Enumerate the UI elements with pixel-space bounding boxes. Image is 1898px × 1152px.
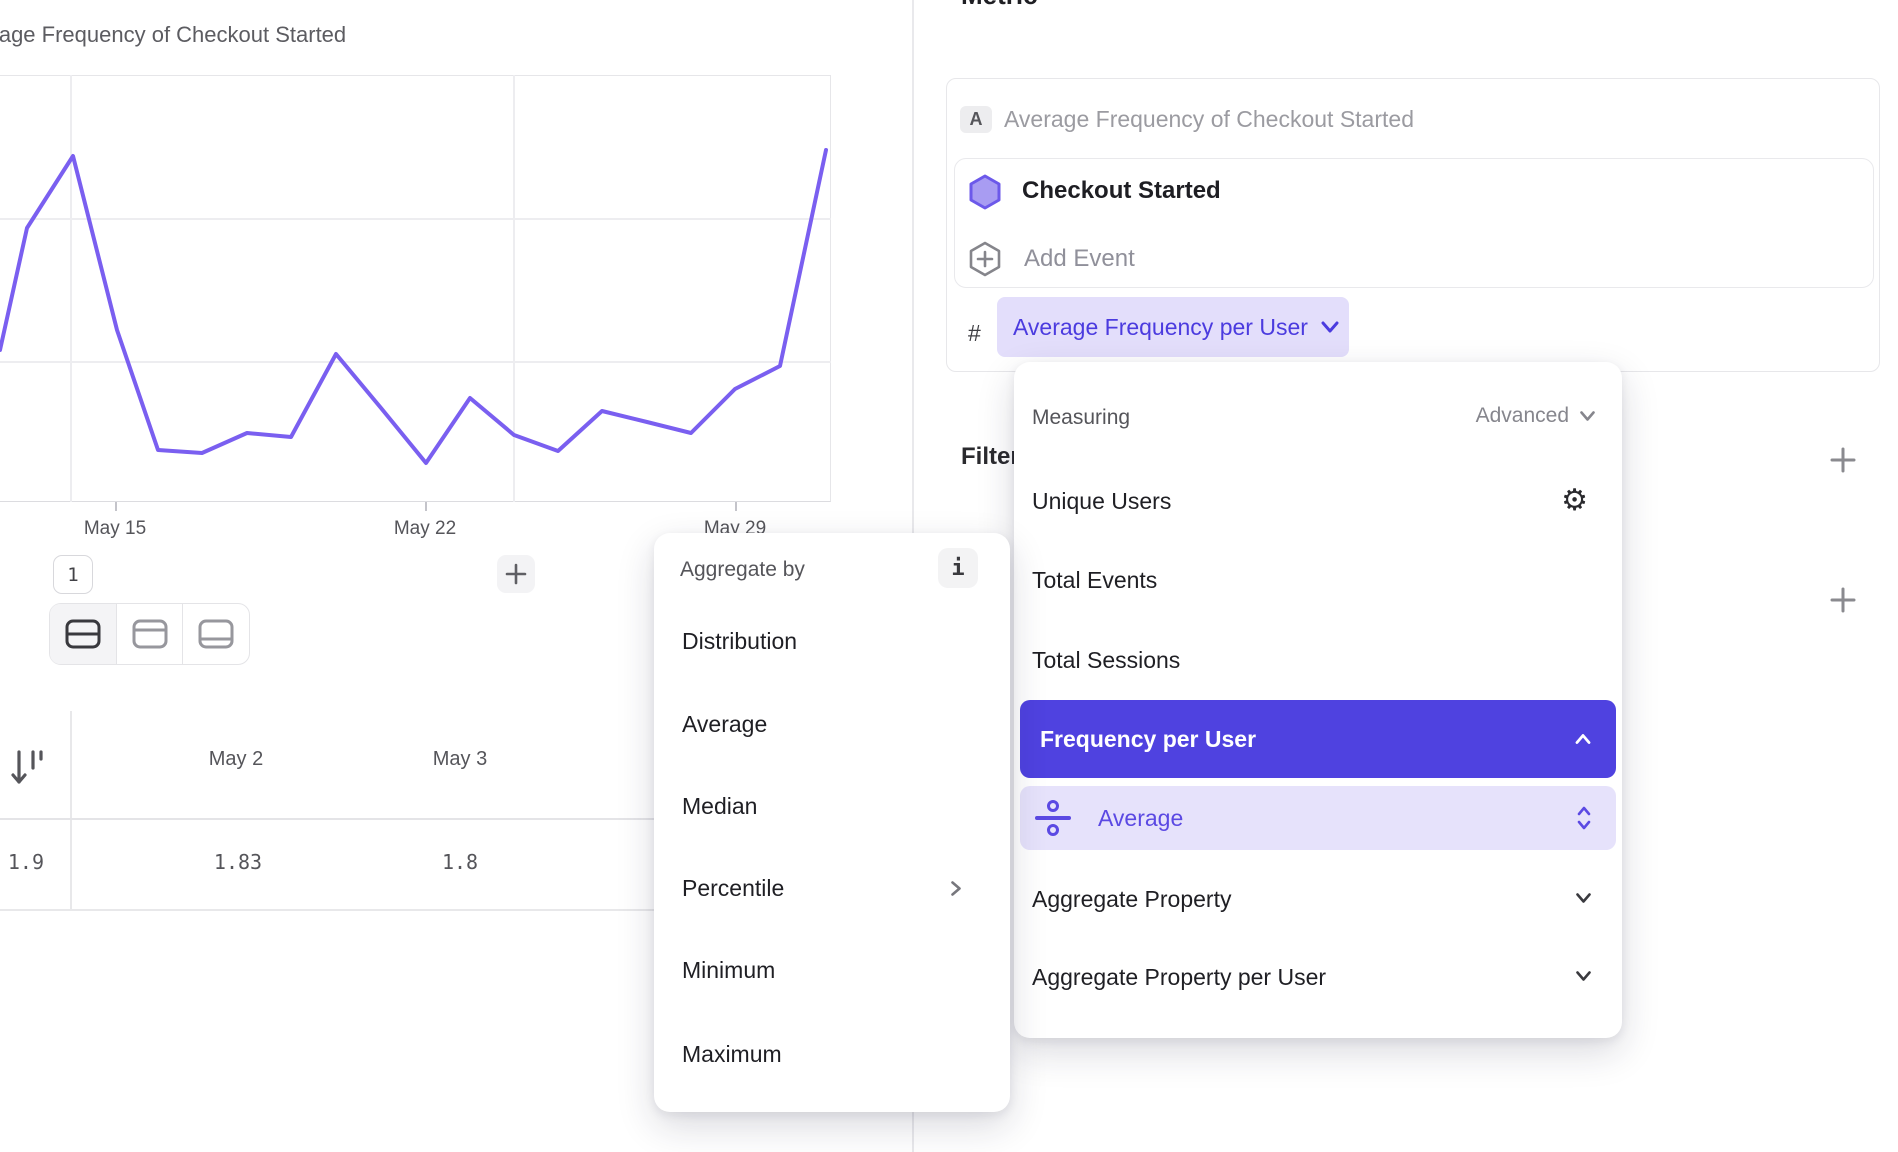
table-cell: 1.8	[441, 850, 479, 874]
add-annotation-button[interactable]	[497, 555, 535, 593]
table-header-border	[0, 818, 831, 820]
chart-title-clip: Average Frequency of Checkout Started	[0, 22, 600, 56]
v-gridline	[70, 75, 72, 502]
add-event-button[interactable]: Add Event	[1024, 245, 1135, 272]
table-cell-clipped: 1.9	[7, 850, 44, 874]
chart-only-icon	[132, 619, 167, 649]
metric-card-title[interactable]: Average Frequency of Checkout Started	[1004, 106, 1414, 132]
aggregation-pill[interactable]: Average Frequency per User	[997, 297, 1349, 357]
menu-item-median[interactable]: Median	[682, 793, 758, 819]
menu-item-aggregate-property-per-user[interactable]: Aggregate Property per User	[1032, 964, 1327, 990]
line-chart	[0, 148, 828, 465]
measuring-header: Measuring	[1032, 406, 1131, 429]
menu-item-total-events[interactable]: Total Events	[1032, 567, 1158, 593]
advanced-toggle[interactable]: Advanced	[1476, 404, 1596, 428]
layout-toggle-group	[49, 603, 250, 665]
chevron-down-icon[interactable]	[1575, 970, 1592, 982]
menu-item-total-sessions[interactable]: Total Sessions	[1032, 647, 1181, 673]
menu-item-average[interactable]: Average	[682, 711, 768, 737]
table-column-header[interactable]: May 3	[432, 748, 488, 770]
chart-title: Average Frequency of Checkout Started	[0, 22, 347, 47]
split-view-icon	[65, 619, 101, 649]
chevron-down-icon	[1580, 411, 1595, 421]
layout-split-view-button[interactable]	[50, 604, 116, 664]
table-divider	[70, 711, 72, 909]
selected-item-label: Frequency per User	[1040, 725, 1257, 752]
x-tick	[735, 502, 737, 511]
menu-item-unique-users[interactable]: Unique Users	[1032, 488, 1172, 514]
add-breakdown-button[interactable]	[1830, 587, 1856, 618]
granularity-value: 1	[67, 563, 79, 586]
gear-icon[interactable]: ⚙	[1561, 484, 1588, 517]
x-tick	[115, 502, 117, 511]
add-filter-button[interactable]	[1830, 447, 1856, 478]
menu-item-aggregate-property[interactable]: Aggregate Property	[1032, 886, 1232, 912]
sort-button[interactable]	[10, 746, 44, 795]
h-gridline	[0, 218, 831, 220]
x-tick-label: May 22	[393, 518, 457, 539]
metric-section-heading: Metric	[961, 0, 1038, 11]
chevron-right-icon	[951, 881, 961, 896]
info-icon[interactable]: i	[938, 548, 978, 588]
table-column-header[interactable]: May 2	[208, 748, 264, 770]
sort-descending-icon	[11, 750, 43, 784]
table-row-border	[0, 909, 831, 911]
aggregation-pill-label: Average Frequency per User	[1013, 313, 1308, 340]
hash-symbol: #	[968, 320, 981, 346]
menu-item-frequency-per-user-selected[interactable]: Frequency per User	[1020, 700, 1616, 778]
aggregate-by-menu: Aggregate by i Distribution Average Medi…	[654, 533, 1010, 1112]
advanced-label: Advanced	[1475, 404, 1569, 427]
table-cell: 1.83	[213, 850, 263, 874]
sub-item-label: Average	[1098, 804, 1184, 831]
x-tick	[425, 502, 427, 511]
x-tick-label: May 15	[83, 518, 147, 539]
menu-subitem-average[interactable]: Average	[1020, 786, 1616, 850]
chevron-up-down-icon	[1577, 806, 1591, 830]
measuring-menu: Measuring Advanced Unique Users ⚙ Total …	[1014, 362, 1622, 1038]
chevron-down-icon[interactable]	[1575, 892, 1592, 904]
chart-plot-area[interactable]	[0, 75, 831, 502]
menu-item-minimum[interactable]: Minimum	[682, 957, 776, 983]
h-gridline	[0, 361, 831, 363]
layout-table-only-button[interactable]	[182, 604, 249, 664]
aggregate-by-header: Aggregate by	[680, 558, 805, 581]
table-only-icon	[198, 619, 234, 649]
plus-icon	[1830, 587, 1856, 613]
menu-item-distribution[interactable]: Distribution	[682, 628, 798, 654]
event-card	[954, 158, 1874, 288]
event-name[interactable]: Checkout Started	[1022, 177, 1221, 204]
v-gridline	[513, 75, 515, 502]
frequency-line	[0, 148, 828, 465]
menu-item-maximum[interactable]: Maximum	[682, 1041, 782, 1067]
metric-row-badge: A	[960, 106, 992, 133]
average-division-icon	[1034, 799, 1072, 837]
granularity-input[interactable]: 1	[53, 555, 93, 594]
plus-icon	[505, 563, 527, 585]
chevron-up-icon	[1575, 734, 1591, 744]
plus-icon	[1830, 447, 1856, 473]
add-event-hexagon-icon	[968, 241, 1002, 282]
layout-chart-only-button[interactable]	[115, 604, 183, 664]
menu-item-percentile[interactable]: Percentile	[682, 875, 785, 901]
event-hexagon-icon	[968, 174, 1002, 215]
chevron-down-icon	[1321, 321, 1339, 333]
